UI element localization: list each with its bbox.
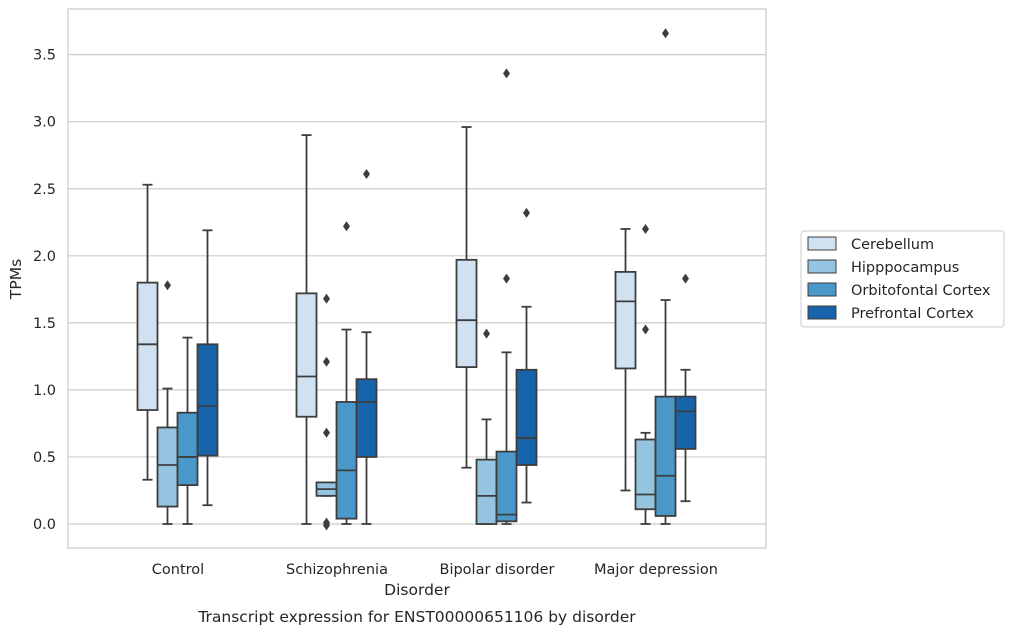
boxes-layer <box>136 28 697 531</box>
y-tick-labels: 0.0 0.5 1.0 1.5 2.0 2.5 3.0 3.5 <box>33 48 56 533</box>
box-body <box>355 378 378 458</box>
box-body <box>475 458 498 525</box>
legend: Cerebellum Hipppocampus Orbitofontal Corte… <box>800 230 1005 328</box>
box-orbitofontal-cortex <box>335 221 358 525</box>
box-body <box>674 395 697 450</box>
box-cerebellum <box>614 228 637 492</box>
x-axis-label: Disorder <box>384 581 450 599</box>
legend-swatch <box>807 282 837 297</box>
y-tick-label: 3.0 <box>33 115 56 131</box>
outlier-marker <box>642 324 649 335</box>
box-hipppocampus <box>156 280 179 525</box>
box-body <box>176 411 199 487</box>
box-body <box>654 395 677 517</box>
outlier-marker <box>343 221 350 232</box>
box-body <box>295 292 318 418</box>
outlier-marker <box>323 427 330 438</box>
chart-caption: Transcript expression for ENST0000065110… <box>197 608 636 626</box>
legend-swatch <box>807 305 837 320</box>
legend-swatch <box>807 259 837 274</box>
box-cerebellum <box>136 183 159 481</box>
box-body <box>156 426 179 508</box>
outlier-marker <box>682 273 689 284</box>
y-tick-label: 0.5 <box>33 450 56 466</box>
box-cerebellum <box>295 134 318 525</box>
box-cerebellum <box>455 126 478 469</box>
outlier-marker <box>503 273 510 284</box>
outlier-marker <box>642 223 649 234</box>
legend-swatch <box>807 236 837 251</box>
box-prefrontal-cortex <box>674 273 697 503</box>
x-tick-label: Control <box>152 562 204 578</box>
outlier-marker <box>323 520 330 531</box>
box-body <box>196 343 219 457</box>
box-body <box>455 258 478 369</box>
y-tick-label: 0.0 <box>33 517 56 533</box>
y-tick-label: 1.5 <box>33 316 56 332</box>
box-hipppocampus <box>475 328 498 525</box>
box-hipppocampus <box>634 223 657 525</box>
y-axis-label: TPMs <box>7 259 25 300</box>
outlier-marker <box>323 356 330 367</box>
outlier-marker <box>363 168 370 179</box>
box-orbitofontal-cortex <box>495 68 518 525</box>
plot-frame <box>67 8 767 549</box>
outlier-marker <box>483 328 490 339</box>
legend-label: Hipppocampus <box>851 260 959 276</box>
y-tick-label: 2.0 <box>33 249 56 265</box>
box-orbitofontal-cortex <box>654 28 677 525</box>
x-tick-label: Major depression <box>594 562 718 578</box>
box-body <box>495 450 518 523</box>
outlier-marker <box>323 293 330 304</box>
box-body <box>634 438 657 511</box>
legend-label: Orbitofontal Cortex <box>851 283 991 299</box>
box-prefrontal-cortex <box>515 207 538 504</box>
outlier-marker <box>164 280 171 291</box>
box-body <box>136 281 159 411</box>
x-tick-label: Bipolar disorder <box>440 562 555 578</box>
box-body <box>335 401 358 520</box>
x-tick-labels: Control Schizophrenia Bipolar disorder Majo… <box>152 562 718 578</box>
box-orbitofontal-cortex <box>176 336 199 525</box>
legend-label: Prefrontal Cortex <box>851 306 974 322</box>
outlier-marker <box>662 28 669 39</box>
y-tick-label: 3.5 <box>33 48 56 64</box>
x-tick-label: Schizophrenia <box>286 562 388 578</box>
outlier-marker <box>503 68 510 79</box>
y-tick-label: 1.0 <box>33 383 56 399</box>
box-hipppocampus <box>315 293 338 531</box>
box-body <box>515 368 538 466</box>
y-tick-label: 2.5 <box>33 182 56 198</box>
box-body <box>614 270 637 370</box>
legend-frame <box>800 230 1005 328</box>
legend-label: Cerebellum <box>851 237 934 253</box>
box-prefrontal-cortex <box>355 168 378 525</box>
box-prefrontal-cortex <box>196 229 219 507</box>
outlier-marker <box>523 207 530 218</box>
